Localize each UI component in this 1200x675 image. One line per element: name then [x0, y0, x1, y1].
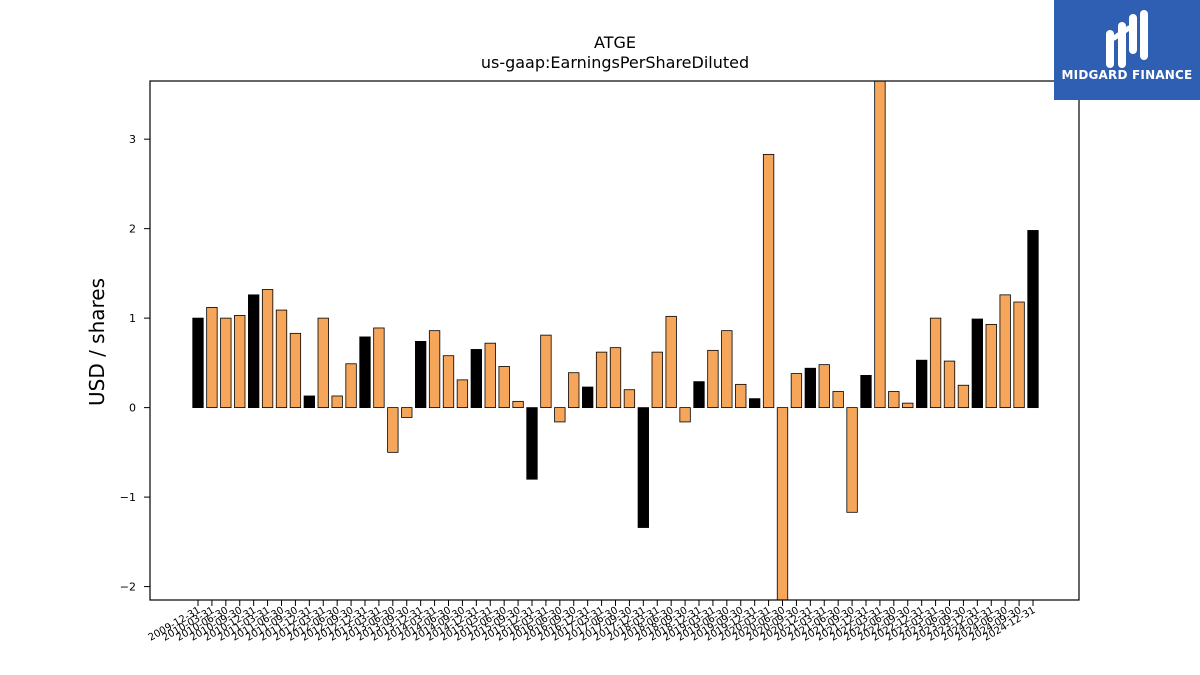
- bar-2014-06-30: [442, 355, 455, 409]
- bar-2021-06-30: [832, 391, 844, 409]
- bar-2013-03-31: [373, 327, 385, 409]
- y-axis-ticks: −2 −1 0 1 2 3: [120, 133, 150, 594]
- bar-series: [192, 80, 1039, 601]
- bar-2014-12-31: [470, 349, 482, 409]
- bar-2020-09-30: [790, 373, 803, 409]
- bar-2018-12-31: [693, 381, 705, 409]
- y-tick-label: 0: [129, 402, 136, 415]
- bar-2019-09-30: [735, 383, 747, 409]
- y-tick-label: 2: [129, 223, 136, 236]
- bar-2022-03-31: [874, 80, 886, 409]
- bar-2017-06-30: [609, 347, 622, 409]
- bar-2017-03-31: [595, 351, 608, 409]
- y-tick-label: 1: [129, 312, 136, 325]
- midgard-logo-icon: [1106, 10, 1148, 68]
- bar-2016-06-30: [554, 407, 566, 423]
- bar-2011-09-30: [289, 332, 302, 409]
- bar-2016-12-31: [582, 386, 594, 409]
- bar-2024-06-30: [999, 294, 1011, 409]
- bar-2023-06-30: [943, 360, 956, 409]
- bar-2023-09-30: [957, 384, 970, 409]
- bar-2013-12-31: [415, 340, 427, 409]
- bar-2019-12-31: [749, 398, 761, 409]
- bar-2022-06-30: [888, 391, 900, 409]
- bar-2016-09-30: [568, 372, 580, 409]
- bar-2012-09-30: [345, 363, 357, 409]
- y-axis-label: USD / shares: [85, 278, 109, 406]
- bar-2013-09-30: [401, 407, 413, 418]
- bar-2013-06-30: [387, 407, 399, 453]
- y-tick-label: 3: [129, 133, 136, 146]
- x-axis-ticks: 2009-12-312010-03-312010-06-302010-09-30…: [147, 600, 1038, 644]
- bar-2019-03-31: [707, 349, 719, 409]
- bar-2021-09-30: [846, 407, 858, 513]
- bar-2010-09-30: [234, 315, 246, 409]
- brand-logo: MIDGARD FINANCE: [1054, 0, 1200, 100]
- bar-2010-12-31: [248, 294, 260, 409]
- bar-2015-06-30: [498, 366, 510, 409]
- y-tick-label: −1: [120, 491, 136, 504]
- bar-2020-12-31: [804, 367, 816, 409]
- bar-2022-09-30: [902, 402, 914, 409]
- bar-2015-09-30: [512, 400, 524, 409]
- bar-2017-12-31: [637, 407, 649, 528]
- plot-frame: [149, 80, 1080, 601]
- bar-2015-03-31: [484, 342, 496, 409]
- bar-2023-12-31: [971, 318, 983, 409]
- bar-2010-06-30: [220, 317, 232, 409]
- bar-2011-12-31: [303, 395, 315, 409]
- bar-2023-03-31: [929, 317, 942, 409]
- bar-2015-12-31: [526, 407, 538, 480]
- bar-2012-06-30: [331, 395, 343, 409]
- bar-2017-09-30: [623, 389, 636, 409]
- bar-2021-03-31: [818, 364, 830, 409]
- chart-title: ATGE: [594, 33, 636, 52]
- brand-name: MIDGARD FINANCE: [1061, 68, 1193, 82]
- bar-2012-12-31: [359, 336, 371, 409]
- bar-2016-03-31: [540, 334, 552, 409]
- bar-2010-03-31: [206, 306, 218, 409]
- bar-2024-12-31: [1027, 230, 1039, 409]
- bar-2019-06-30: [721, 330, 733, 409]
- bar-2020-03-31: [762, 153, 775, 409]
- bar-2014-03-31: [428, 330, 441, 409]
- bar-2018-09-30: [679, 407, 691, 423]
- bar-2014-09-30: [456, 379, 469, 409]
- y-tick-label: −2: [120, 581, 136, 594]
- bar-2020-06-30: [776, 407, 789, 601]
- bar-2009-12-31: [192, 317, 204, 409]
- bar-2018-06-30: [665, 315, 677, 409]
- bar-2024-09-30: [1013, 301, 1025, 409]
- chart-subtitle: us-gaap:EarningsPerShareDiluted: [481, 53, 749, 72]
- bar-2022-12-31: [916, 359, 928, 409]
- bar-2024-03-31: [985, 323, 997, 409]
- bar-2018-03-31: [651, 351, 663, 409]
- bar-2011-03-31: [261, 289, 274, 409]
- bar-2012-03-31: [317, 317, 329, 409]
- bar-2011-06-30: [275, 309, 288, 409]
- bar-2021-12-31: [860, 374, 872, 409]
